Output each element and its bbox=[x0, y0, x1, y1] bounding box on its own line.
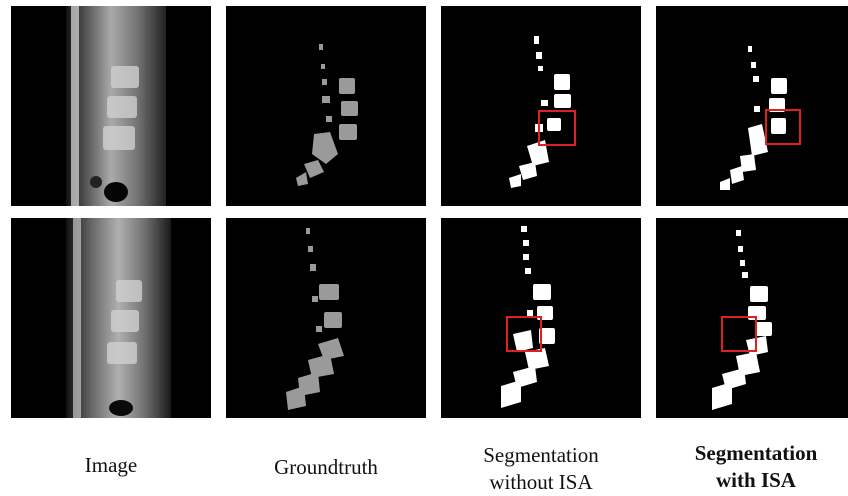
panel-r2-image bbox=[11, 218, 211, 418]
prediction-mask bbox=[720, 46, 787, 190]
groundtruth-mask bbox=[286, 228, 344, 410]
caption-line: Groundtruth bbox=[274, 455, 378, 479]
panel-r2-seg-with-isa bbox=[656, 218, 848, 418]
caption-image: Image bbox=[11, 452, 211, 479]
highlight-box bbox=[538, 110, 576, 146]
panel-r1-image bbox=[11, 6, 211, 206]
caption-line: Image bbox=[84, 453, 138, 477]
groundtruth-mask bbox=[296, 44, 358, 186]
caption-line: without ISA bbox=[489, 470, 593, 494]
caption-seg-without-isa: Segmentation without ISA bbox=[441, 442, 641, 496]
caption-seg-with-isa: Segmentation with ISA bbox=[656, 440, 848, 494]
panel-r1-seg-with-isa bbox=[656, 6, 848, 206]
highlight-box bbox=[721, 316, 757, 352]
caption-groundtruth: Groundtruth bbox=[226, 454, 426, 481]
panel-r1-groundtruth bbox=[226, 6, 426, 206]
caption-line: with ISA bbox=[716, 468, 796, 492]
panel-r2-groundtruth bbox=[226, 218, 426, 418]
caption-line: Segmentation bbox=[694, 441, 818, 465]
caption-line: Segmentation bbox=[483, 443, 599, 467]
prediction-mask bbox=[509, 36, 571, 188]
panel-r2-seg-without-isa bbox=[441, 218, 641, 418]
highlight-box bbox=[765, 109, 801, 145]
highlight-box bbox=[506, 316, 542, 352]
panel-r1-seg-without-isa bbox=[441, 6, 641, 206]
